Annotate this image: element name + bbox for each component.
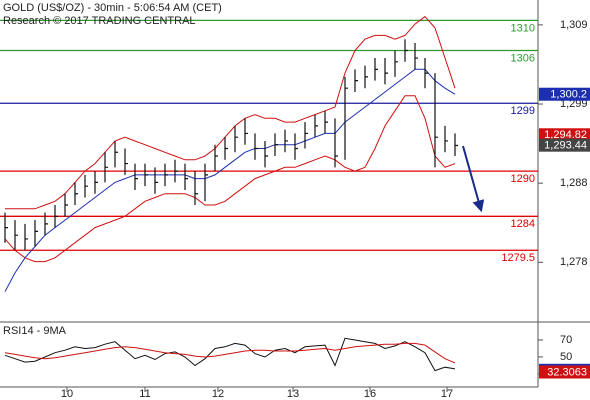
ohlc-bar (244, 118, 248, 145)
ohlc-bar (204, 163, 208, 202)
ohlc-bar (274, 133, 278, 157)
ohlc-bar (344, 76, 348, 160)
ohlc-bar (334, 118, 338, 168)
ohlc-bar (24, 223, 28, 251)
y-tick-label: 70 (560, 334, 572, 346)
ohlc-bar (94, 171, 98, 194)
ohlc-bar (54, 205, 58, 228)
series-line (4, 68, 456, 292)
ohlc-bar (64, 193, 68, 217)
y-tick-label: 1,309 (560, 19, 588, 31)
ohlc-bar (14, 220, 18, 251)
ohlc-bar (394, 50, 398, 77)
x-tick-label: 16 (364, 388, 376, 400)
ohlc-bar (174, 159, 178, 183)
ohlc-bar (254, 133, 258, 160)
level-label: 1279.5 (501, 252, 535, 264)
ohlc-bar (444, 125, 448, 153)
ohlc-bar (404, 39, 408, 62)
ohlc-bar (224, 137, 228, 160)
x-tick-label: 10 (61, 388, 73, 400)
ohlc-bar (124, 148, 128, 175)
ohlc-bar (104, 152, 108, 183)
ohlc-bar (324, 110, 328, 134)
ohlc-bar (284, 129, 288, 153)
ohlc-bar (384, 58, 388, 85)
price-tag-label: 1,293.44 (544, 140, 587, 152)
overlay: 1,3091,2991,2881,27813101306129912901284… (61, 19, 590, 400)
ohlc-bar (84, 174, 88, 198)
price-panel (0, 15, 538, 292)
ohlc-bar (114, 140, 118, 168)
x-tick-label: 13 (287, 388, 299, 400)
ohlc-bar (374, 58, 378, 81)
rsi-panel (4, 337, 456, 372)
level-label: 1284 (511, 218, 535, 230)
level-label: 1310 (511, 22, 535, 34)
rsi-title: RSI14 - 9MA (3, 325, 67, 337)
ohlc-bar (194, 171, 198, 206)
series-line (5, 15, 456, 210)
ohlc-bar (34, 220, 38, 247)
ohlc-bar (454, 133, 458, 157)
ohlc-bar (294, 133, 298, 160)
price-tag (539, 138, 590, 152)
ohlc-bar (154, 167, 158, 194)
y-tick-label: 1,299 (560, 98, 588, 110)
price-tag (539, 365, 590, 379)
x-tick-label: 12 (212, 388, 224, 400)
series-line (4, 342, 456, 364)
price-tag (539, 87, 590, 101)
level-label: 1290 (511, 173, 535, 185)
ohlc-bar (314, 114, 318, 138)
ohlc-bar (304, 122, 308, 149)
ohlc-bar (44, 212, 48, 236)
ohlc-bar (214, 144, 218, 172)
y-tick-label: 1,288 (560, 177, 588, 189)
ohlc-bar (264, 140, 268, 168)
price-tag-label: 1,300.2 (550, 89, 587, 101)
price-tag-label: 1,294.82 (544, 129, 587, 141)
price-tag-label: 32.3063 (547, 366, 587, 378)
series-line (4, 337, 456, 372)
ohlc-bar (234, 125, 238, 153)
ohlc-bar (364, 65, 368, 89)
ohlc-bar (424, 58, 428, 89)
chart-title: GOLD (US$/OZ) - 30min - 5:06:54 AM (CET) (3, 2, 222, 14)
x-tick-label: 11 (139, 388, 150, 400)
ohlc-bar (354, 69, 358, 92)
ohlc-bar (434, 73, 438, 168)
y-tick-label: 1,278 (560, 256, 588, 268)
ohlc-bar (74, 182, 78, 206)
level-label: 1299 (511, 105, 535, 117)
ohlc-bar (184, 163, 188, 190)
ohlc-bar (144, 163, 148, 187)
level-label: 1306 (511, 52, 535, 64)
ohlc-bar (414, 42, 418, 70)
forecast-arrow (462, 145, 485, 213)
price-tag (539, 128, 590, 142)
ohlc-bar (4, 212, 8, 243)
x-tick-label: 17 (441, 388, 453, 400)
chart-subtitle: Research © 2017 TRADING CENTRAL (3, 15, 196, 27)
y-tick-label: 50 (560, 351, 572, 363)
ohlc-bar (134, 163, 138, 190)
ohlc-bar (164, 163, 168, 187)
series-line (4, 95, 456, 263)
